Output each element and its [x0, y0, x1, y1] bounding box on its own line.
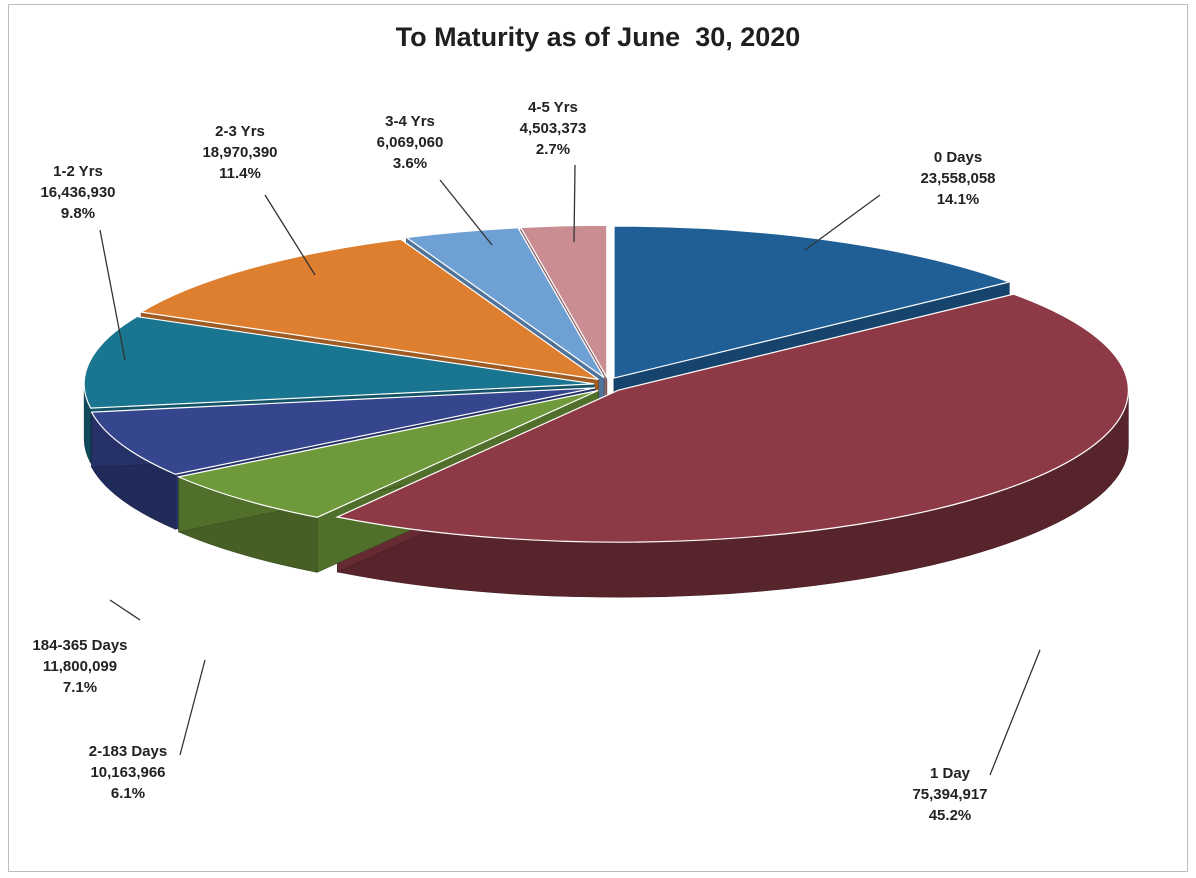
slice-1-day	[335, 293, 1129, 543]
value-label-0-days: 23,558,058	[920, 170, 995, 187]
value-label-3-4-yrs: 6,069,060	[377, 134, 444, 151]
category-label-1-day: 1 Day	[930, 765, 971, 782]
value-label-4-5-yrs: 4,503,373	[520, 120, 587, 137]
category-label-1-2-yrs: 1-2 Yrs	[53, 163, 103, 180]
category-label-0-days: 0 Days	[934, 149, 982, 166]
category-label-184-365-days: 184-365 Days	[32, 637, 127, 654]
value-label-1-2-yrs: 16,436,930	[40, 184, 115, 201]
leader-line-2-183-days	[179, 659, 206, 756]
leader-line-184-365-days	[109, 599, 141, 621]
value-label-184-365-days: 11,800,099	[43, 658, 117, 675]
leader-line-4-5-yrs	[573, 164, 576, 243]
pie-tops	[83, 224, 1129, 543]
slice-4-5-yrs	[519, 224, 608, 380]
percent-label-4-5-yrs: 2.7%	[536, 141, 570, 158]
value-label-1-day: 75,394,917	[912, 786, 987, 803]
slice-3-4-yrs	[404, 227, 605, 379]
percent-label-1-day: 45.2%	[929, 807, 972, 824]
leader-line-3-4-yrs	[439, 179, 493, 246]
category-label-2-3-yrs: 2-3 Yrs	[215, 123, 265, 140]
percent-label-184-365-days: 7.1%	[63, 679, 97, 696]
slice-labels: 0 Days 23,558,058 14.1% 1 Day 75,394,917 45.2…	[32, 99, 1041, 824]
category-label-4-5-yrs: 4-5 Yrs	[528, 99, 578, 116]
category-label-2-183-days: 2-183 Days	[89, 743, 167, 760]
slice-2-183-days	[176, 389, 599, 518]
percent-label-3-4-yrs: 3.6%	[393, 155, 427, 172]
chart-title: To Maturity as of June 30, 2020	[395, 22, 801, 52]
category-label-3-4-yrs: 3-4 Yrs	[385, 113, 435, 130]
slice-2-3-yrs	[139, 238, 599, 380]
value-label-2-183-days: 10,163,966	[90, 764, 165, 781]
slice-184-365-days	[90, 387, 596, 475]
percent-label-0-days: 14.1%	[937, 191, 980, 208]
leader-line-0-days	[804, 194, 881, 251]
slice-0-days	[613, 225, 1012, 379]
leader-line-1-day	[989, 649, 1041, 776]
slice-1-2-yrs	[83, 315, 595, 409]
leader-line-1-2-yrs	[99, 229, 126, 361]
percent-label-1-2-yrs: 9.8%	[61, 205, 95, 222]
percent-label-2-183-days: 6.1%	[111, 785, 145, 802]
value-label-2-3-yrs: 18,970,390	[202, 144, 277, 161]
percent-label-2-3-yrs: 11.4%	[219, 165, 261, 182]
leader-line-2-3-yrs	[264, 194, 316, 276]
